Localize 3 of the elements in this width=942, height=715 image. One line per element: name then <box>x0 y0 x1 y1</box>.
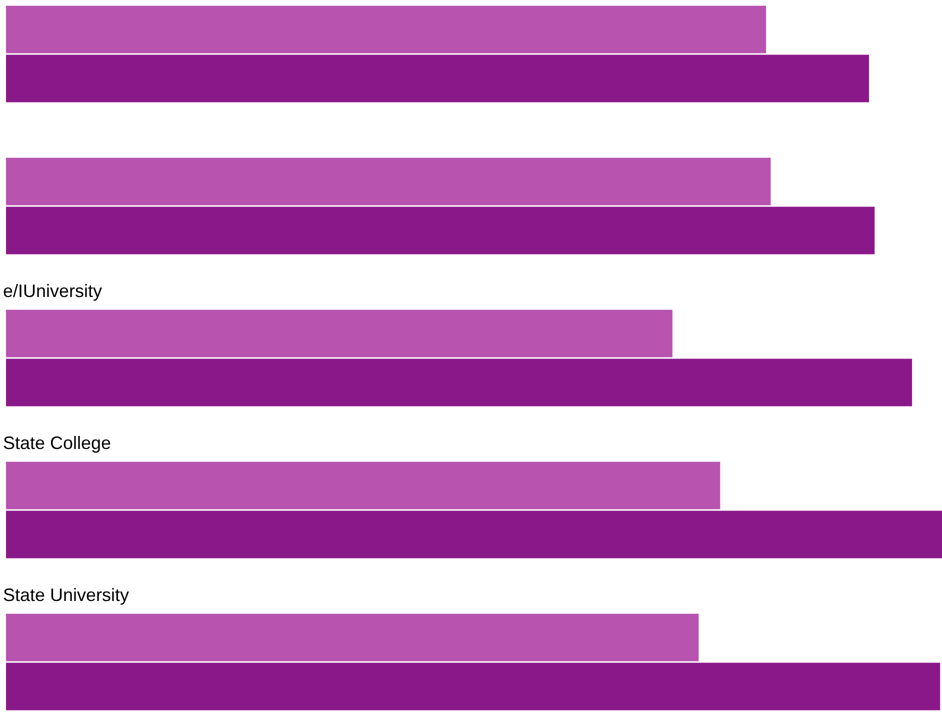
y-tick-label: State College <box>3 432 112 453</box>
y-tick-label: e/IUniversity <box>3 280 102 301</box>
y-tick-label: State University <box>3 584 130 605</box>
